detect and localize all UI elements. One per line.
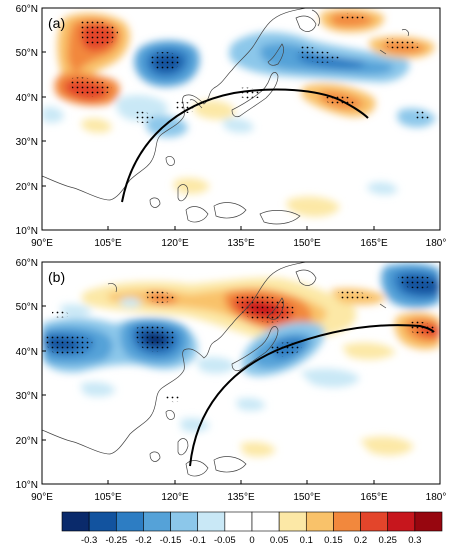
panel-a-lat-tick: 50°N bbox=[16, 48, 38, 59]
panel-b-coastline bbox=[42, 262, 387, 477]
colorbar-tick-label: 0.3 bbox=[408, 535, 421, 546]
panel-a-lon-tick: 90°E bbox=[31, 238, 53, 249]
panel-b-lat-tick: 50°N bbox=[16, 302, 38, 313]
panel-a: (a) 60°N 50°N 40°N 30°N 20°N 10°N 90°E 1… bbox=[16, 4, 447, 249]
panel-a-anomaly-field bbox=[42, 8, 436, 225]
panel-a-lat-tick: 60°N bbox=[16, 4, 38, 15]
panel-a-lat-tick: 30°N bbox=[16, 137, 38, 148]
panel-b-lat-tick: 30°N bbox=[16, 391, 38, 402]
panel-b-lat-tick: 60°N bbox=[16, 258, 38, 269]
panel-b-lon-tick: 165°E bbox=[360, 492, 388, 503]
colorbar-swatch bbox=[360, 511, 389, 532]
panel-a-lat-tick: 20°N bbox=[16, 182, 38, 193]
colorbar-tick-label: 0.1 bbox=[300, 535, 313, 546]
panel-b-lon-axis: 90°E 105°E 120°E 135°E 150°E 165°E 180° bbox=[31, 480, 446, 503]
panel-b-lon-tick: 120°E bbox=[161, 492, 189, 503]
panel-b-lon-tick: 180° bbox=[426, 492, 447, 503]
colorbar-tick-label: -0.1 bbox=[190, 535, 206, 546]
panel-a-label: (a) bbox=[48, 15, 65, 31]
colorbar-tick-label: 0.2 bbox=[354, 535, 367, 546]
panel-b-lon-tick: 105°E bbox=[94, 492, 122, 503]
colorbar-swatch bbox=[143, 511, 171, 532]
panel-a-lat-axis: 60°N 50°N 40°N 30°N 20°N 10°N bbox=[16, 4, 46, 237]
colorbar-swatch bbox=[333, 511, 361, 532]
panel-a-coastline bbox=[42, 8, 409, 225]
colorbar-tick-label: -0.25 bbox=[105, 535, 127, 546]
panel-b-lat-tick: 10°N bbox=[16, 480, 38, 491]
panel-a-lon-tick: 180° bbox=[426, 238, 447, 249]
panel-a-lon-tick: 120°E bbox=[161, 238, 189, 249]
panel-b-anomaly-field bbox=[42, 262, 440, 477]
colorbar-swatch bbox=[170, 511, 199, 532]
panel-b: (b) 60°N 50°N 40°N 30°N 20°N 10°N 90°E 1… bbox=[16, 258, 447, 503]
colorbar-tick-label: 0 bbox=[249, 535, 254, 546]
panel-b-lat-tick: 40°N bbox=[16, 347, 38, 358]
panel-b-lon-tick: 135°E bbox=[227, 492, 255, 503]
panel-a-wave-path bbox=[121, 88, 369, 203]
panel-a-lat-tick: 10°N bbox=[16, 226, 38, 237]
colorbar-tick-label: 0.15 bbox=[324, 535, 343, 546]
panel-a-lat-tick: 40°N bbox=[16, 93, 38, 104]
colorbar-tick-label: -0.05 bbox=[214, 535, 236, 546]
panel-b-label: (b) bbox=[48, 269, 65, 285]
panel-b-lon-tick: 150°E bbox=[293, 492, 321, 503]
colorbar-swatch bbox=[278, 511, 307, 532]
colorbar-tick-label: -0.2 bbox=[135, 535, 151, 546]
panel-a-lon-tick: 105°E bbox=[94, 238, 122, 249]
colorbar: -0.3 -0.25 -0.2 -0.15 -0.1 -0.05 0 0.05 0.1 0.15 0… bbox=[61, 511, 443, 546]
panel-b-wave-path bbox=[189, 324, 435, 467]
panel-a-lon-tick: 135°E bbox=[227, 238, 255, 249]
panel-a-lon-tick: 150°E bbox=[293, 238, 321, 249]
panel-b-lon-tick: 90°E bbox=[31, 492, 53, 503]
panel-b-lat-tick: 20°N bbox=[16, 436, 38, 447]
colorbar-tick-label: -0.15 bbox=[160, 535, 182, 546]
colorbar-swatch bbox=[224, 511, 253, 532]
colorbar-tick-label: 0.25 bbox=[378, 535, 397, 546]
colorbar-swatch bbox=[305, 511, 334, 532]
colorbar-swatch bbox=[387, 511, 416, 532]
colorbar-tick-label: 0.05 bbox=[270, 535, 289, 546]
colorbar-swatch bbox=[414, 511, 443, 532]
panel-a-lon-axis: 90°E 105°E 120°E 135°E 150°E 165°E 180° bbox=[31, 226, 446, 249]
colorbar-tick-label: -0.3 bbox=[81, 535, 97, 546]
panel-b-lat-axis: 60°N 50°N 40°N 30°N 20°N 10°N bbox=[16, 258, 46, 491]
panel-a-lon-tick: 165°E bbox=[360, 238, 388, 249]
colorbar-swatch bbox=[251, 511, 280, 532]
colorbar-swatch bbox=[88, 511, 117, 532]
colorbar-swatch bbox=[61, 511, 90, 532]
colorbar-swatch bbox=[115, 511, 144, 532]
colorbar-swatch bbox=[197, 511, 226, 532]
